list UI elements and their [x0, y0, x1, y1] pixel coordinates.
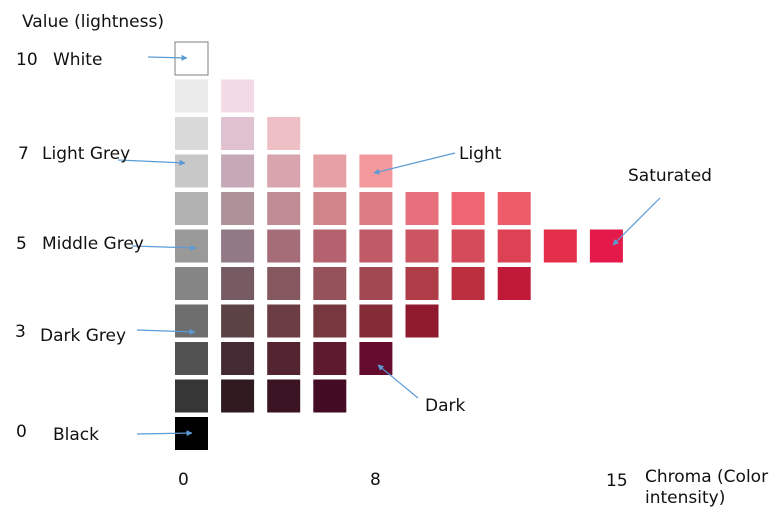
arrow-dark-grey — [136, 328, 196, 335]
arrow-black — [136, 430, 193, 437]
swatch-value-10-col-0 — [174, 41, 209, 76]
value-number-7: 7 — [18, 144, 29, 164]
swatch-value-6-col-3 — [313, 192, 347, 225]
swatch-value-9-col-0 — [175, 79, 208, 113]
swatch-value-3-col-3 — [313, 304, 347, 338]
swatch-value-4-col-7 — [497, 267, 531, 300]
swatch-value-8-col-2 — [267, 117, 301, 150]
swatch-value-5-col-1 — [221, 229, 255, 263]
swatch-value-6-col-7 — [497, 192, 531, 225]
value-label-light-grey: Light Grey — [42, 144, 131, 164]
value-label-black: Black — [53, 425, 99, 445]
value-number-0: 0 — [16, 422, 27, 442]
swatch-value-4-col-5 — [405, 267, 439, 300]
callout-dark: Dark — [425, 396, 466, 416]
arrow-white — [147, 54, 188, 61]
swatch-value-2-col-1 — [221, 342, 255, 375]
swatch-value-2-col-2 — [267, 342, 301, 375]
value-number-5: 5 — [16, 234, 27, 254]
swatch-value-7-col-0 — [175, 154, 208, 188]
value-label-white: White — [53, 50, 103, 70]
value-number-3: 3 — [15, 322, 26, 342]
swatch-value-6-col-5 — [405, 192, 439, 225]
swatch-value-4-col-2 — [267, 267, 301, 300]
swatch-value-5-col-3 — [313, 229, 347, 263]
chroma-tick-15: 15 — [606, 471, 628, 491]
chroma-axis-title-line-1: Chroma (Color — [645, 467, 769, 487]
swatch-value-5-col-4 — [359, 229, 393, 263]
value-label-dark-grey: Dark Grey — [40, 326, 127, 346]
swatch-value-1-col-1 — [221, 379, 255, 413]
swatch-value-2-col-3 — [313, 342, 347, 375]
swatch-value-7-col-3 — [313, 154, 347, 188]
swatch-value-5-col-8 — [543, 229, 577, 263]
chroma-tick-0: 0 — [178, 470, 189, 490]
swatch-value-5-col-7 — [497, 229, 531, 263]
swatch-value-5-col-0 — [175, 229, 208, 263]
arrow-light — [373, 152, 456, 175]
swatch-value-8-col-0 — [175, 117, 208, 150]
swatch-value-6-col-6 — [451, 192, 485, 225]
swatch-value-1-col-0 — [175, 379, 208, 413]
arrow-dark — [377, 364, 419, 399]
swatch-value-8-col-1 — [221, 117, 255, 150]
swatch-value-3-col-4 — [359, 304, 393, 338]
swatch-value-5-col-5 — [405, 229, 439, 263]
arrow-saturated — [612, 197, 661, 246]
value-number-10: 10 — [16, 50, 38, 70]
swatch-value-6-col-4 — [359, 192, 393, 225]
swatch-value-3-col-0 — [175, 304, 208, 338]
arrow-middle-grey — [131, 244, 197, 251]
chroma-tick-8: 8 — [370, 470, 381, 490]
chroma-axis-title-line-2: intensity) — [645, 488, 726, 508]
swatch-value-6-col-0 — [175, 192, 208, 225]
swatch-value-5-col-9 — [589, 229, 623, 263]
value-label-middle-grey: Middle Grey — [42, 234, 144, 254]
swatch-value-2-col-4 — [359, 342, 393, 375]
swatch-value-5-col-6 — [451, 229, 485, 263]
value-axis-title: Value (lightness) — [22, 12, 164, 32]
swatch-value-2-col-0 — [175, 342, 208, 375]
swatch-value-1-col-2 — [267, 379, 301, 413]
swatch-value-7-col-1 — [221, 154, 255, 188]
swatch-value-1-col-3 — [313, 379, 347, 413]
swatch-value-4-col-0 — [175, 267, 208, 300]
swatch-value-4-col-6 — [451, 267, 485, 300]
swatch-value-3-col-2 — [267, 304, 301, 338]
swatch-value-4-col-3 — [313, 267, 347, 300]
swatch-value-9-col-1 — [221, 79, 255, 113]
arrow-light-grey — [117, 159, 186, 166]
callout-saturated: Saturated — [628, 166, 712, 186]
swatch-value-6-col-1 — [221, 192, 255, 225]
swatch-value-5-col-2 — [267, 229, 301, 263]
swatch-value-3-col-1 — [221, 304, 255, 338]
swatch-value-4-col-4 — [359, 267, 393, 300]
swatch-value-4-col-1 — [221, 267, 255, 300]
callout-light: Light — [459, 144, 502, 164]
swatch-value-7-col-4 — [359, 154, 393, 188]
swatch-value-6-col-2 — [267, 192, 301, 225]
swatch-value-3-col-5 — [405, 304, 439, 338]
swatch-value-7-col-2 — [267, 154, 301, 188]
